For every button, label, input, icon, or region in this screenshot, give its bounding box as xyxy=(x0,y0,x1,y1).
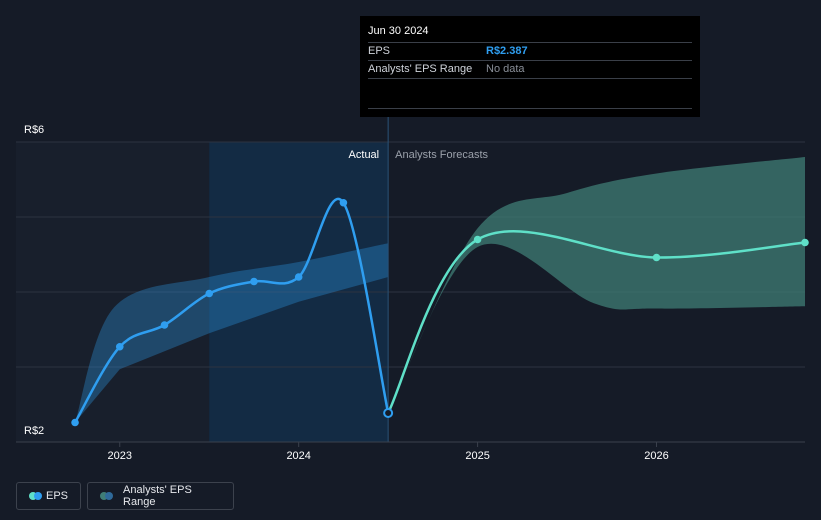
range-swatch-dot-forecast xyxy=(100,492,108,500)
series-1-point-3 xyxy=(801,238,809,247)
tooltip-range-row: Analysts' EPS Range No data xyxy=(368,61,692,79)
tooltip-divider xyxy=(368,108,692,109)
tooltip-eps-value: R$2.387 xyxy=(486,45,528,57)
x-tick-label-2024: 2024 xyxy=(286,450,310,462)
series-0-point-4 xyxy=(250,277,258,286)
series-0-point-7 xyxy=(383,407,394,418)
eps-swatch-dot-forecast xyxy=(29,492,37,500)
y-tick-label-0: R$2 xyxy=(24,425,44,437)
actual-label: Actual xyxy=(349,149,380,161)
series-line-1 xyxy=(386,230,807,415)
tooltip-date: Jun 30 2024 xyxy=(368,24,692,43)
tooltip-range-value: No data xyxy=(486,63,525,75)
past-eps-range-band xyxy=(75,243,389,423)
tooltip: Jun 30 2024 EPS R$2.387 Analysts' EPS Ra… xyxy=(360,16,700,117)
legend-range-label: Analysts' EPS Range xyxy=(123,484,192,508)
range-swatch-icon xyxy=(100,492,115,500)
tooltip-eps-row: EPS R$2.387 xyxy=(368,43,692,61)
legend-eps-button[interactable]: EPS xyxy=(16,482,81,510)
series-0-point-6 xyxy=(339,198,348,207)
eps-swatch-dot-actual xyxy=(34,492,42,500)
x-tick-label-2025: 2025 xyxy=(465,450,489,462)
range-swatch-dot-actual xyxy=(105,492,113,500)
legend-eps-label: EPS xyxy=(45,490,68,502)
x-tick-label-2026: 2026 xyxy=(644,450,668,462)
tooltip-eps-label: EPS xyxy=(368,45,391,57)
forecast-eps-range-band xyxy=(388,157,805,413)
eps-swatch-icon xyxy=(29,492,42,500)
legend-range-button[interactable]: Analysts' EPS Range xyxy=(87,482,234,510)
x-tick-label-2023: 2023 xyxy=(108,450,132,462)
series-1-point-1 xyxy=(473,235,482,244)
series-0-point-2 xyxy=(160,321,169,329)
series-1-point-2 xyxy=(652,253,661,262)
y-tick-label-1: R$6 xyxy=(24,124,44,136)
series-0-point-1 xyxy=(115,342,124,351)
series-0-point-5 xyxy=(294,273,303,281)
series-0-point-3 xyxy=(205,289,214,298)
tooltip-range-label: Analysts' EPS Range xyxy=(368,63,473,75)
series-0-point-0 xyxy=(71,418,79,427)
forecast-label: Analysts Forecasts xyxy=(395,149,488,161)
